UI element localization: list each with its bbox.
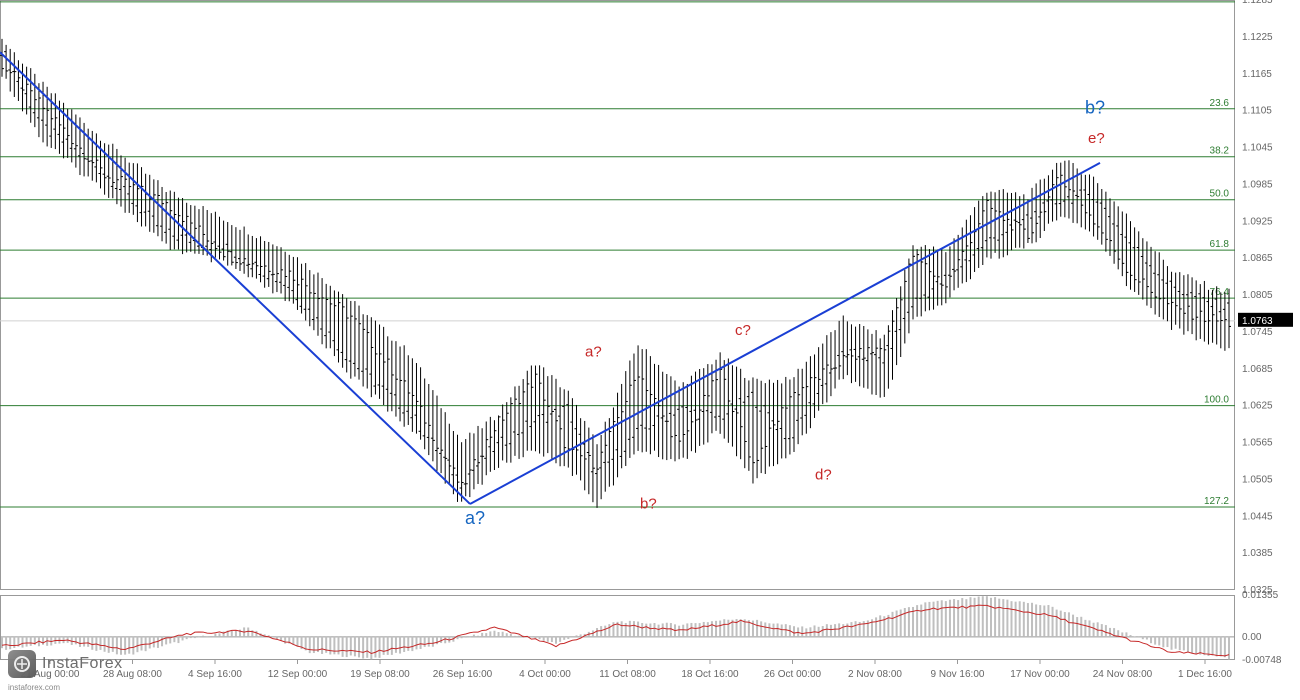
wave-label-red: d? (815, 466, 832, 483)
y-tick-label: 1.0985 (1242, 179, 1273, 190)
x-tick-label: 18 Oct 16:00 (681, 669, 739, 680)
watermark-icon (8, 650, 36, 678)
osc-tick-label: 0.00 (1242, 632, 1262, 643)
y-tick-label: 1.0925 (1242, 216, 1273, 227)
fib-label: 0.0 (1215, 0, 1229, 2)
wave-label-red: a? (585, 343, 602, 360)
trend-line (0, 52, 470, 504)
y-tick-label: 1.0805 (1242, 290, 1273, 301)
wave-label-red: e? (1088, 130, 1105, 147)
y-tick-label: 1.1045 (1242, 143, 1273, 154)
x-tick-label: 9 Nov 16:00 (931, 669, 985, 680)
osc-tick-label: -0.00748 (1242, 655, 1282, 666)
chart-svg[interactable]: 1.1285 1.1225 1.1165 1.1105 1.1045 1.0985 1.09… (0, 0, 1300, 700)
y-tick-label: 1.1285 (1242, 0, 1273, 6)
y-tick-label: 1.1165 (1242, 69, 1272, 80)
osc-tick-label: 0.01355 (1242, 590, 1279, 601)
y-tick-label: 1.0625 (1242, 401, 1273, 412)
x-tick-label: 24 Nov 08:00 (1093, 669, 1153, 680)
y-tick-label: 1.0745 (1242, 327, 1273, 338)
wave-label-red: b? (640, 495, 657, 512)
x-tick-label: 4 Oct 00:00 (519, 669, 571, 680)
x-tick-label: 26 Oct 00:00 (764, 669, 822, 680)
fib-label: 61.8 (1210, 239, 1230, 250)
wave-label-blue: a? (465, 508, 485, 528)
y-tick-label: 1.0565 (1242, 438, 1273, 449)
y-tick-label: 1.0865 (1242, 253, 1273, 264)
y-tick-label: 1.1105 (1242, 106, 1272, 117)
x-tick-label: 12 Sep 00:00 (268, 669, 328, 680)
y-tick-label: 1.0385 (1242, 548, 1273, 559)
price-panel[interactable] (1, 1, 1235, 590)
trend-line (470, 163, 1100, 504)
x-tick-label: 4 Sep 16:00 (188, 669, 242, 680)
chart-container: 1.1285 1.1225 1.1165 1.1105 1.1045 1.0985 1.09… (0, 0, 1300, 700)
watermark: InstaForex (8, 650, 123, 678)
wave-label-red: c? (735, 322, 751, 339)
y-tick-label: 1.1225 (1242, 32, 1273, 43)
x-tick-label: 11 Oct 08:00 (599, 669, 656, 680)
fib-label: 38.2 (1210, 146, 1230, 157)
x-tick-label: 17 Nov 00:00 (1010, 669, 1070, 680)
fib-label: 23.6 (1210, 98, 1230, 109)
price-marker-text: 1.0763 (1242, 316, 1273, 327)
x-tick-label: 26 Sep 16:00 (433, 669, 493, 680)
x-tick-label: 19 Sep 08:00 (350, 669, 410, 680)
wave-label-blue: b? (1085, 98, 1105, 118)
y-tick-label: 1.0445 (1242, 511, 1273, 522)
watermark-sub: instaforex.com (8, 683, 60, 692)
fib-label: 127.2 (1204, 496, 1229, 507)
x-tick-label: 2 Nov 08:00 (848, 669, 902, 680)
x-tick-label: 1 Dec 16:00 (1178, 669, 1232, 680)
fib-label: 100.0 (1204, 395, 1229, 406)
watermark-text: InstaForex (42, 655, 123, 673)
fib-label: 50.0 (1210, 189, 1230, 200)
y-tick-label: 1.0685 (1242, 364, 1273, 375)
osc-histogram (2, 596, 1229, 659)
y-tick-label: 1.0505 (1242, 474, 1273, 485)
